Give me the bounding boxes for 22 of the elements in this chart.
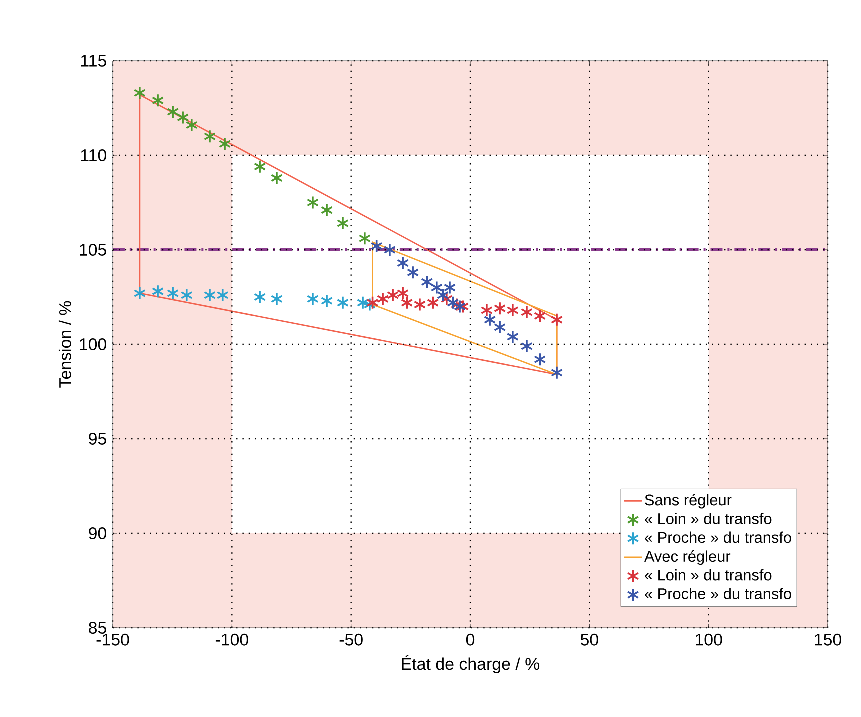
x-tick-label: -50 <box>340 634 363 646</box>
x-tick-label: -150 <box>96 634 130 646</box>
y-tick-label: 105 <box>80 244 106 256</box>
legend-label: « Proche » du transfo <box>645 588 792 600</box>
y-tick-label: 95 <box>89 433 106 445</box>
y-tick-label: 110 <box>81 149 106 162</box>
y-tick-label: 85 <box>89 622 106 634</box>
x-tick-label: 50 <box>580 634 598 646</box>
x-tick-label: 150 <box>815 634 842 646</box>
legend-label: « Loin » du transfo <box>645 569 772 581</box>
y-tick-label: 115 <box>81 55 106 67</box>
x-tick-label: -100 <box>216 634 248 646</box>
y-axis-title: Tension / % <box>58 301 72 388</box>
x-tick-label: 0 <box>466 634 475 646</box>
x-tick-label: 100 <box>696 634 722 646</box>
y-tick-label: 90 <box>89 528 106 540</box>
y-tick-label: 100 <box>80 338 106 350</box>
legend-label: « Loin » du transfo <box>645 513 772 524</box>
legend-label: Avec régleur <box>644 550 731 566</box>
legend-label: « Proche » du transfo <box>645 532 792 544</box>
legend-label: Sans régleur <box>645 494 732 509</box>
x-axis-title: État de charge / % <box>402 655 540 674</box>
